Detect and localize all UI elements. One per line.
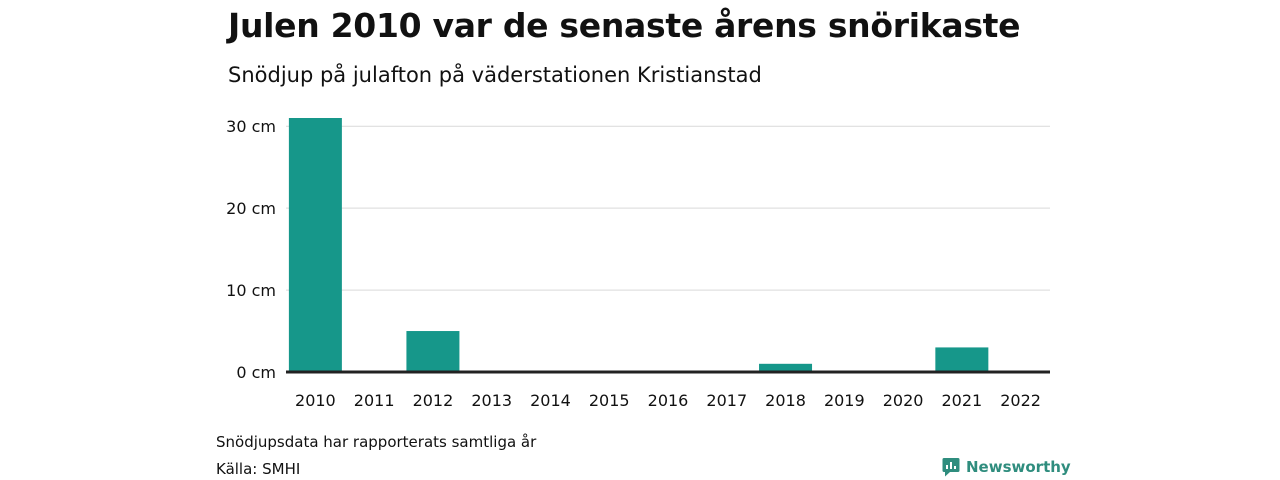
x-tick-label: 2010 [295, 391, 336, 410]
x-tick-label: 2019 [824, 391, 865, 410]
y-tick-label: 10 cm [226, 281, 276, 300]
y-tick-label: 0 cm [236, 363, 276, 382]
x-tick-label: 2022 [1000, 391, 1041, 410]
x-tick-label: 2012 [413, 391, 454, 410]
chart-title: Julen 2010 var de senaste årens snörikas… [228, 6, 1021, 45]
x-tick-label: 2016 [648, 391, 689, 410]
y-tick-label: 20 cm [226, 199, 276, 218]
bar [935, 347, 989, 372]
x-tick-label: 2021 [941, 391, 982, 410]
bar-chart: 0 cm 10 cm 20 cm 30 cm 2010 2011 2012 2013 2014 2… [226, 117, 1050, 410]
newsworthy-logo-icon [942, 458, 960, 477]
brand-logo[interactable]: Newsworthy [942, 457, 1071, 477]
source-label: Källa: SMHI [216, 460, 301, 478]
bar [406, 331, 460, 372]
x-tick-label: 2015 [589, 391, 630, 410]
x-tick-label: 2014 [530, 391, 571, 410]
x-tick-label: 2020 [883, 391, 924, 410]
data-note: Snödjupsdata har rapporterats samtliga å… [216, 433, 537, 451]
x-tick-label: 2013 [471, 391, 512, 410]
x-tick-label: 2017 [706, 391, 747, 410]
brand-name: Newsworthy [966, 458, 1071, 476]
chart-subtitle: Snödjup på julafton på väderstationen Kr… [228, 63, 762, 87]
bar [288, 118, 342, 372]
bar [759, 363, 813, 372]
y-tick-label: 30 cm [226, 117, 276, 136]
x-tick-label: 2011 [354, 391, 395, 410]
x-tick-label: 2018 [765, 391, 806, 410]
